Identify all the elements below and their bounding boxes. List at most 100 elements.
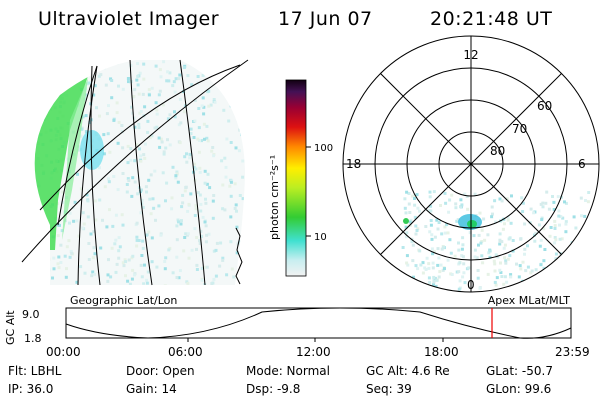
date-label: 17 Jun 07: [278, 8, 373, 30]
geo-noise-pixel: [110, 79, 114, 82]
geo-noise-pixel: [186, 209, 190, 213]
geo-noise-pixel: [227, 119, 231, 123]
geo-noise-pixel: [120, 213, 124, 217]
geo-noise-pixel: [87, 81, 91, 85]
geo-noise-pixel: [81, 115, 85, 119]
geo-noise-pixel: [31, 174, 34, 177]
geo-noise-pixel: [145, 278, 149, 282]
geo-noise-pixel: [198, 193, 202, 197]
geo-noise-pixel: [126, 279, 130, 283]
geo-noise-pixel: [77, 234, 81, 238]
geo-noise-pixel: [161, 103, 165, 107]
polar-noise-pixel: [508, 287, 511, 291]
polar-noise-pixel: [437, 275, 441, 279]
polar-noise-pixel: [405, 231, 409, 235]
geo-noise-pixel: [48, 75, 52, 79]
polar-noise-pixel: [476, 269, 480, 272]
geo-noise-pixel: [117, 84, 120, 88]
polar-label: Apex MLat/MLT: [488, 294, 571, 307]
polar-noise-pixel: [460, 247, 464, 251]
geo-noise-pixel: [246, 120, 249, 123]
polar-noise-pixel: [566, 265, 570, 269]
polar-noise-pixel: [553, 241, 557, 245]
geo-noise-pixel: [248, 208, 251, 211]
geo-noise-pixel: [157, 93, 161, 97]
geo-noise-pixel: [61, 201, 65, 204]
polar-noise-pixel: [483, 238, 487, 242]
geo-noise-pixel: [240, 245, 243, 249]
polar-noise-pixel: [436, 227, 440, 231]
polar-noise-pixel: [445, 223, 448, 227]
geo-noise-pixel: [188, 156, 192, 160]
geo-noise-pixel: [212, 194, 216, 197]
polar-noise-pixel: [555, 276, 559, 280]
geo-noise-pixel: [199, 229, 203, 233]
polar-noise-pixel: [466, 207, 470, 211]
geo-noise-pixel: [47, 268, 51, 272]
geo-noise-pixel: [135, 235, 139, 239]
geo-noise-pixel: [139, 211, 143, 215]
geo-noise-pixel: [223, 208, 227, 212]
geo-noise-pixel: [102, 66, 106, 70]
polar-noise-pixel: [414, 224, 418, 228]
polar-noise-pixel: [409, 218, 413, 222]
polar-noise-pixel: [516, 283, 519, 287]
geo-noise-pixel: [239, 60, 242, 64]
polar-noise-pixel: [554, 238, 558, 242]
geo-noise-pixel: [150, 260, 154, 264]
polar-noise-pixel: [529, 271, 533, 275]
mlt-label-18: 18: [346, 157, 361, 171]
polar-noise-pixel: [561, 266, 565, 270]
polar-noise-pixel: [428, 195, 432, 199]
polar-noise-pixel: [418, 249, 422, 253]
geo-noise-pixel: [116, 188, 120, 192]
geo-noise-pixel: [88, 121, 92, 124]
geo-noise-pixel: [68, 221, 71, 225]
polar-noise-pixel: [494, 283, 498, 287]
geo-noise-pixel: [201, 73, 205, 77]
geo-noise-pixel: [121, 223, 125, 227]
polar-noise-pixel: [440, 247, 444, 251]
polar-noise-pixel: [432, 275, 436, 279]
geo-noise-pixel: [168, 71, 172, 75]
geo-noise-pixel: [235, 225, 239, 229]
geo-noise-pixel: [147, 88, 151, 92]
geo-noise-pixel: [171, 84, 175, 88]
geo-noise-pixel: [164, 146, 168, 150]
geo-noise-pixel: [187, 256, 191, 260]
geo-noise-pixel: [159, 137, 163, 141]
geo-noise-pixel: [198, 166, 202, 170]
polar-noise-pixel: [461, 243, 465, 247]
geo-noise-pixel: [151, 197, 155, 201]
geo-noise-pixel: [233, 182, 237, 186]
geo-noise-pixel: [141, 239, 145, 243]
polar-noise-pixel: [585, 245, 589, 249]
polar-noise-pixel: [519, 267, 523, 271]
geo-noise-pixel: [236, 115, 239, 119]
polar-noise-pixel: [478, 286, 482, 290]
polar-noise-pixel: [405, 254, 409, 258]
geo-noise-pixel: [201, 96, 205, 100]
polar-noise-pixel: [506, 218, 510, 222]
geo-noise-pixel: [203, 265, 207, 269]
geo-noise-pixel: [205, 265, 209, 269]
footer-seq: Seq: 39: [366, 382, 412, 396]
geo-noise-pixel: [34, 191, 36, 195]
geo-noise-pixel: [133, 180, 137, 184]
geo-noise-pixel: [137, 122, 141, 126]
geo-noise-pixel: [243, 252, 245, 256]
polar-noise-pixel: [523, 222, 527, 226]
geo-noise-pixel: [67, 239, 71, 243]
geo-noise-pixel: [142, 153, 146, 157]
polar-noise-pixel: [563, 200, 566, 204]
polar-noise-pixel: [580, 214, 583, 218]
geo-noise-pixel: [32, 141, 35, 144]
geo-noise-pixel: [174, 176, 178, 180]
geo-noise-pixel: [244, 100, 245, 103]
geo-noise-pixel: [195, 268, 199, 271]
polar-noise-pixel: [498, 242, 502, 246]
polar-noise-pixel: [578, 275, 582, 279]
geo-noise-pixel: [155, 108, 159, 112]
geo-noise-pixel: [68, 75, 72, 79]
geo-noise-pixel: [40, 74, 44, 78]
